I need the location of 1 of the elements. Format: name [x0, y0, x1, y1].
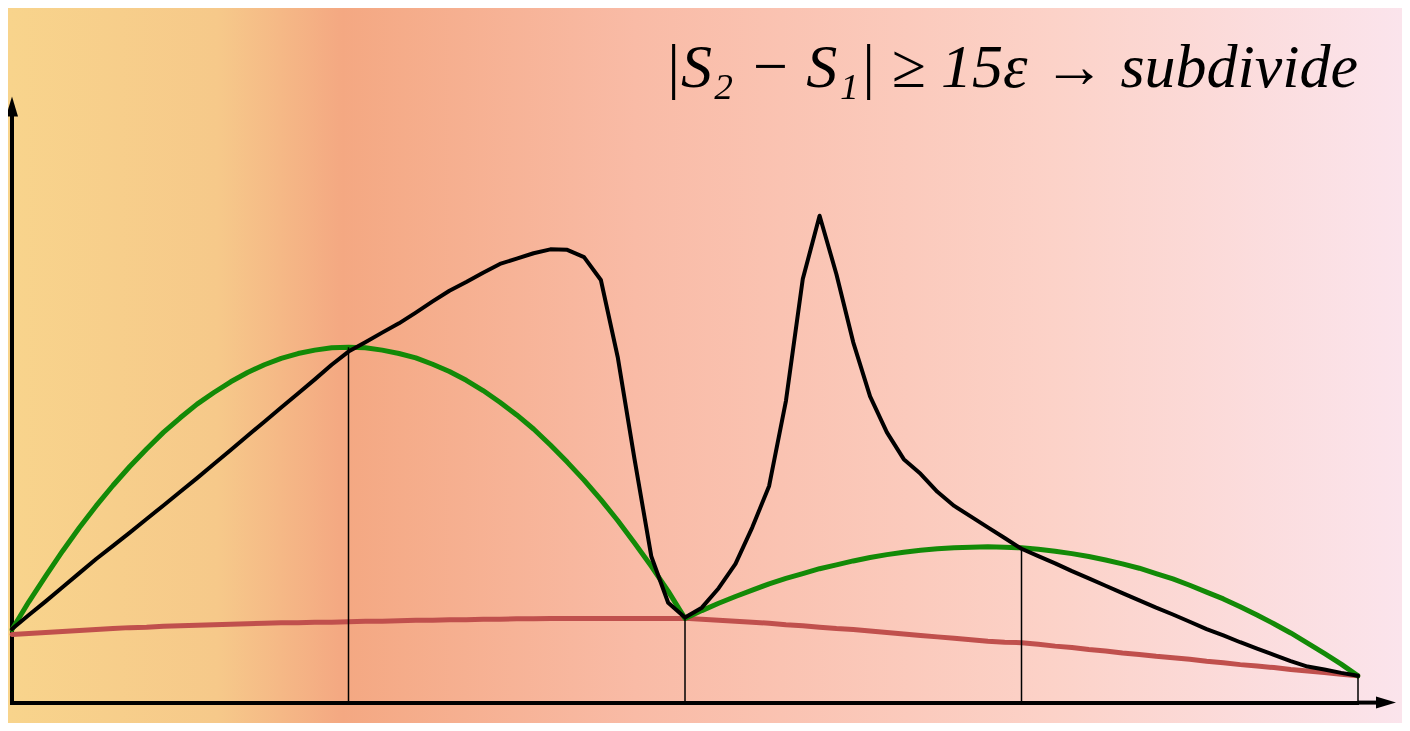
chart-title: |S₂ − S₁| ≥ 15ε → subdivide [663, 32, 1358, 101]
